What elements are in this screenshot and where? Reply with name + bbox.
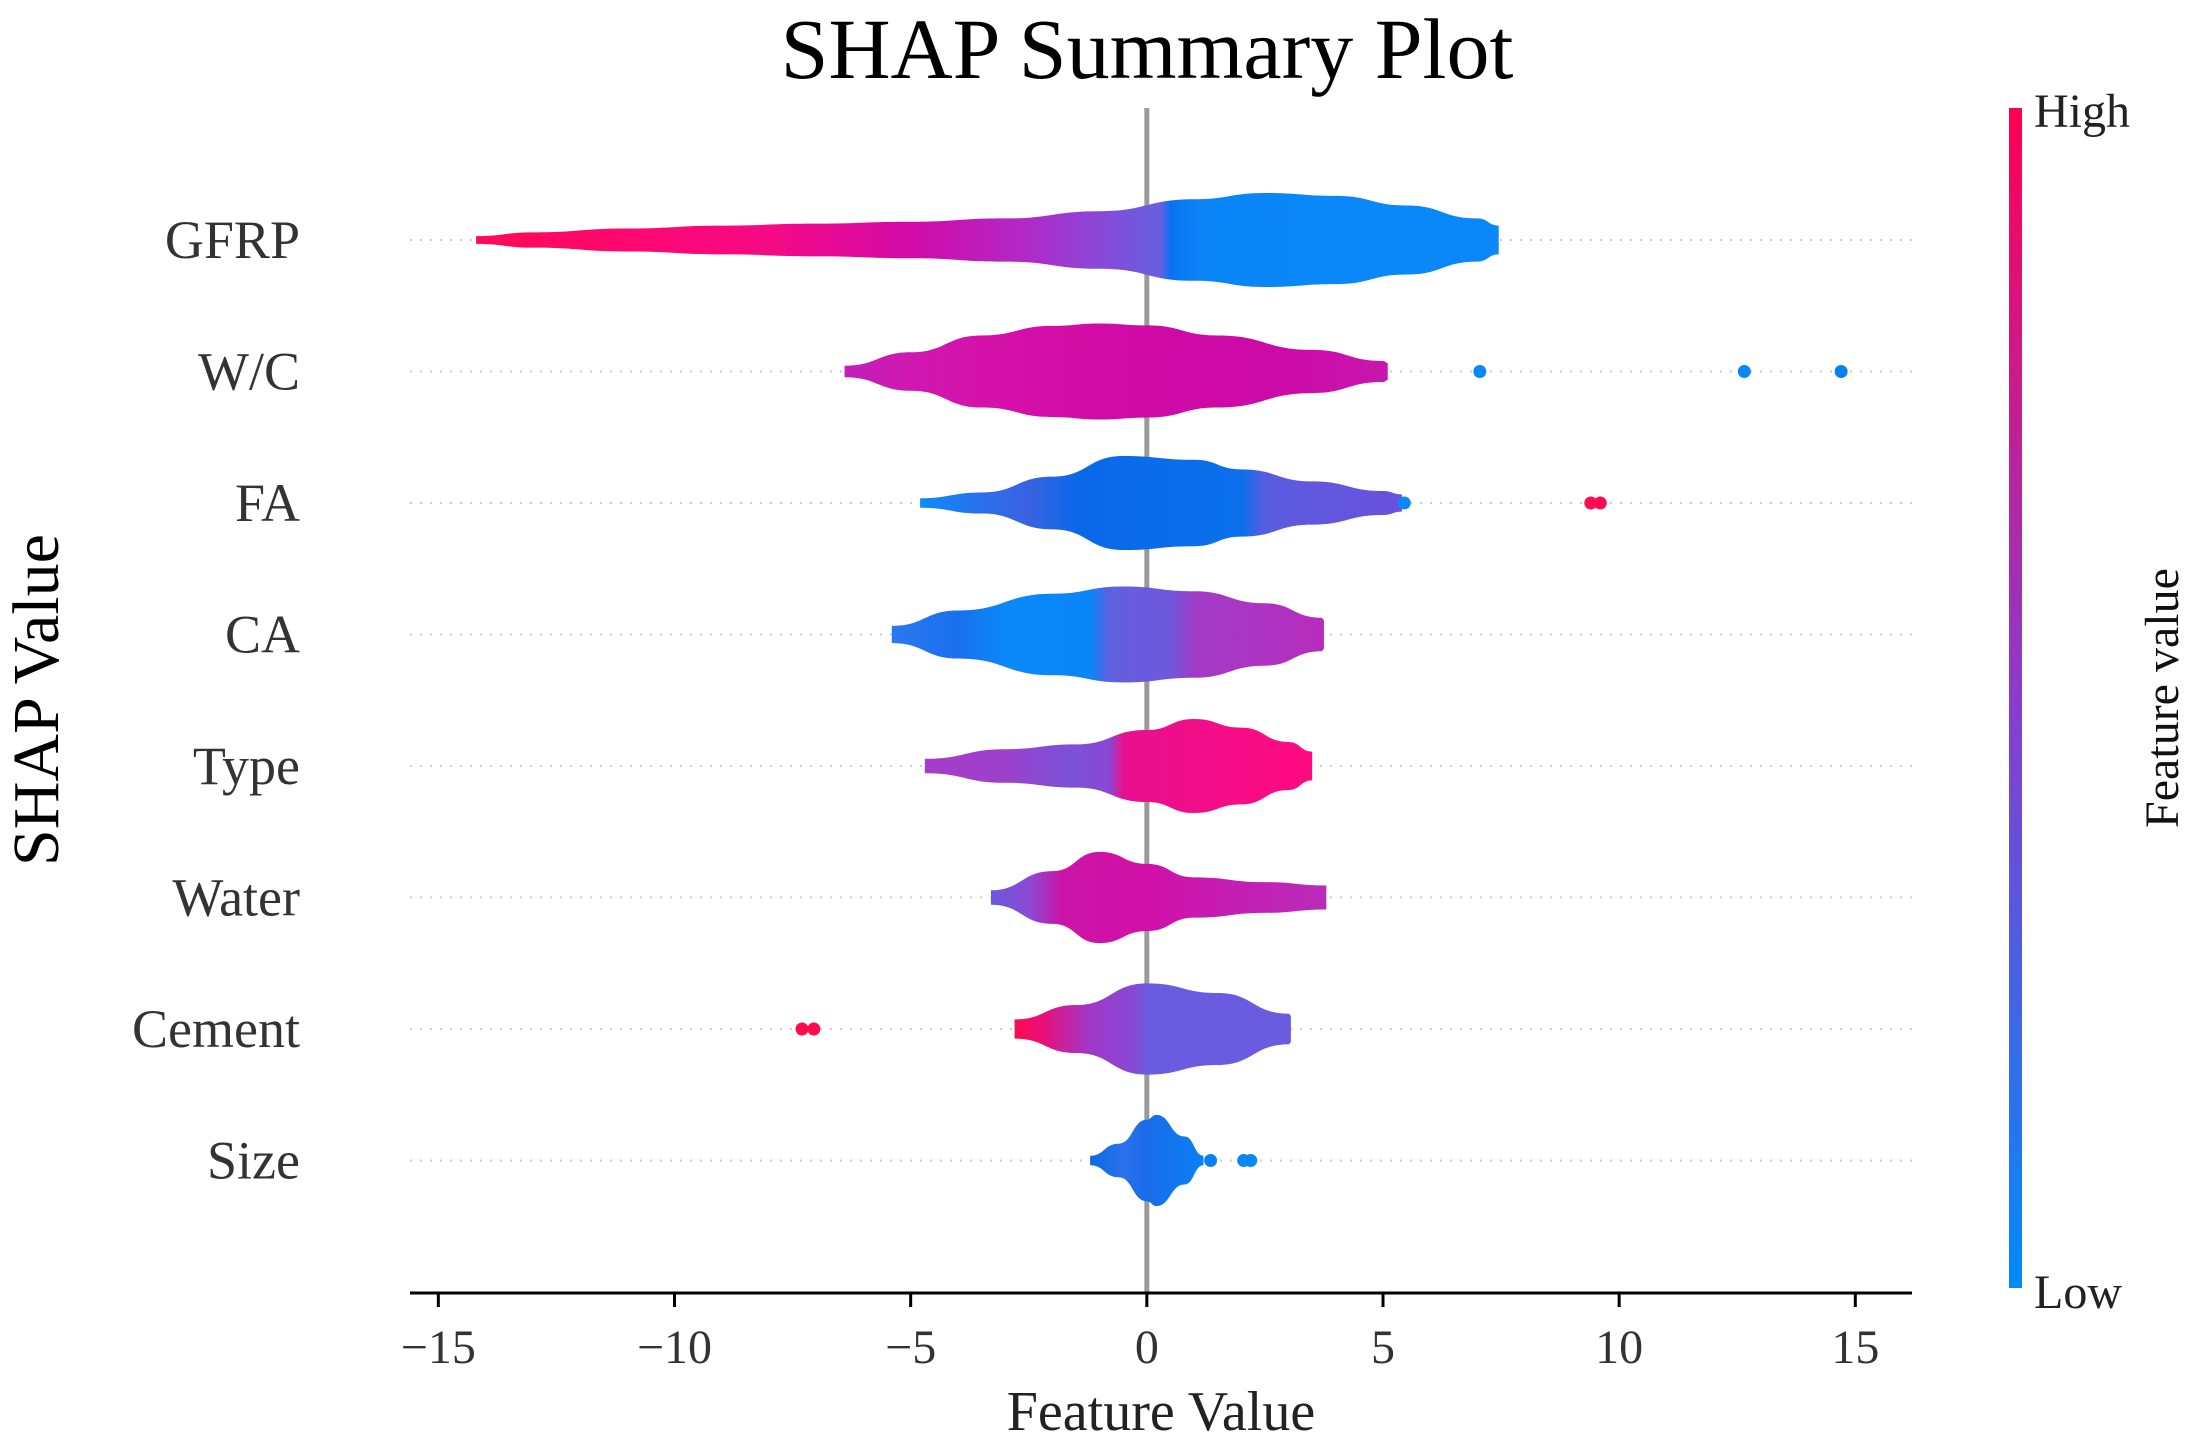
- violins: [476, 192, 1499, 1207]
- point-fa: [1397, 496, 1411, 510]
- x-tick-label: −5: [885, 1321, 936, 1374]
- point-w-c: [1737, 365, 1751, 378]
- x-tick-label: 15: [1831, 1321, 1879, 1374]
- feature-label-size: Size: [207, 1131, 300, 1191]
- x-tick-label: 0: [1135, 1321, 1159, 1374]
- violin-fa: [920, 455, 1402, 551]
- violin-w-c: [844, 323, 1388, 420]
- x-axis-label: Feature Value: [1007, 1381, 1315, 1441]
- feature-label-w-c: W/C: [198, 342, 300, 402]
- feature-label-fa: FA: [235, 473, 300, 533]
- violin-gfrp: [476, 192, 1499, 288]
- feature-label-type: Type: [193, 736, 300, 796]
- point-fa: [1593, 496, 1607, 510]
- violin-type: [924, 718, 1313, 814]
- feature-label-gfrp: GFRP: [165, 210, 300, 270]
- y-axis-label: SHAP Value: [0, 534, 73, 866]
- feature-label-cement: Cement: [132, 999, 300, 1059]
- violin-size: [1090, 1114, 1204, 1207]
- x-tick-label: −15: [401, 1321, 476, 1374]
- colorbar-low-label: Low: [2034, 1266, 2122, 1319]
- point-w-c: [1834, 365, 1848, 378]
- point-w-c: [1473, 365, 1487, 378]
- x-tick-label: 5: [1371, 1321, 1395, 1374]
- feature-label-water: Water: [172, 868, 300, 928]
- x-axis-ticks: −15 −10 −5 0 5 10 15: [401, 1293, 1879, 1374]
- colorbar: [2009, 108, 2022, 1288]
- outlier-points: [795, 365, 1848, 1167]
- feature-labels: GFRP W/C FA CA Type Water Cement Size: [132, 210, 300, 1191]
- point-cement: [795, 1022, 809, 1036]
- colorbar-title: Feature value: [2136, 568, 2188, 828]
- violin-ca: [891, 586, 1324, 683]
- point-size: [1204, 1154, 1218, 1167]
- violin-cement: [1014, 983, 1291, 1075]
- x-tick-label: 10: [1595, 1321, 1643, 1374]
- violin-water: [990, 851, 1327, 944]
- point-size: [1244, 1154, 1258, 1167]
- point-fa: [1584, 496, 1598, 510]
- point-cement: [807, 1022, 821, 1036]
- chart-title: SHAP Summary Plot: [781, 1, 1514, 97]
- feature-label-ca: CA: [225, 605, 300, 665]
- colorbar-high-label: High: [2034, 85, 2130, 138]
- x-tick-label: −10: [637, 1321, 712, 1374]
